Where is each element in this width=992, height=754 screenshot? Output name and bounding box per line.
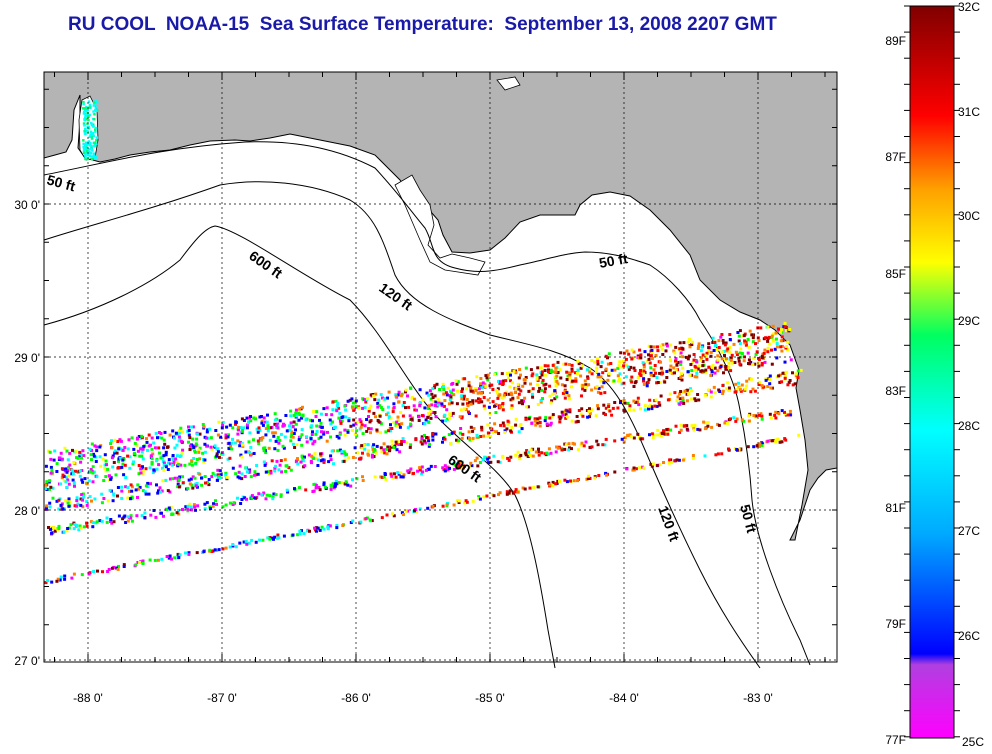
colorbar-ticks <box>904 5 960 738</box>
bay-area <box>394 174 486 276</box>
lon-label-85: -85 0' <box>475 691 505 705</box>
lon-label-88: -88 0' <box>73 691 103 705</box>
cb-label-89f: 89F <box>885 34 906 48</box>
map-frame <box>43 71 838 663</box>
lon-label-87: -87 0' <box>207 691 237 705</box>
lon-label-83: -83 0' <box>743 691 773 705</box>
lat-label-27: 27 0' <box>14 654 40 668</box>
cb-label-77f: 77F <box>885 733 906 747</box>
graticule <box>44 72 837 662</box>
cb-label-28c: 28C <box>958 419 980 433</box>
contour-label-50ft-north: 50 ft <box>598 250 629 271</box>
lat-label-30: 30 0' <box>14 198 40 212</box>
cb-label-85f: 85F <box>885 267 906 281</box>
sst-swath-pixels <box>44 100 803 585</box>
cb-label-81f: 81F <box>885 501 906 515</box>
colorbar <box>909 5 955 739</box>
cb-label-32c: 32C <box>958 0 980 14</box>
cb-label-83f: 83F <box>885 384 906 398</box>
cb-label-79f: 79F <box>885 617 906 631</box>
isobath-600ft <box>43 225 556 669</box>
isobath-50ft <box>43 141 811 666</box>
cb-label-25c: 25C <box>962 735 984 749</box>
contour-label-50ft-south: 50 ft <box>737 503 760 535</box>
cb-label-30c: 30C <box>958 209 980 223</box>
cb-label-31c: 31C <box>958 105 980 119</box>
land-mass <box>43 71 838 541</box>
lat-label-29: 29 0' <box>14 351 40 365</box>
tick-marks <box>44 72 837 662</box>
cb-label-26c: 26C <box>958 629 980 643</box>
lon-label-86: -86 0' <box>341 691 371 705</box>
cb-label-29c: 29C <box>958 314 980 328</box>
lat-label-28: 28 0' <box>14 504 40 518</box>
island <box>496 76 521 91</box>
cb-label-87f: 87F <box>885 150 906 164</box>
lon-label-84: -84 0' <box>609 691 639 705</box>
contour-label-50ft-west: 50 ft <box>45 171 77 194</box>
map-title: RU COOL NOAA-15 Sea Surface Temperature:… <box>68 14 777 35</box>
cb-label-27c: 27C <box>958 524 980 538</box>
isobath-120ft <box>43 181 761 669</box>
